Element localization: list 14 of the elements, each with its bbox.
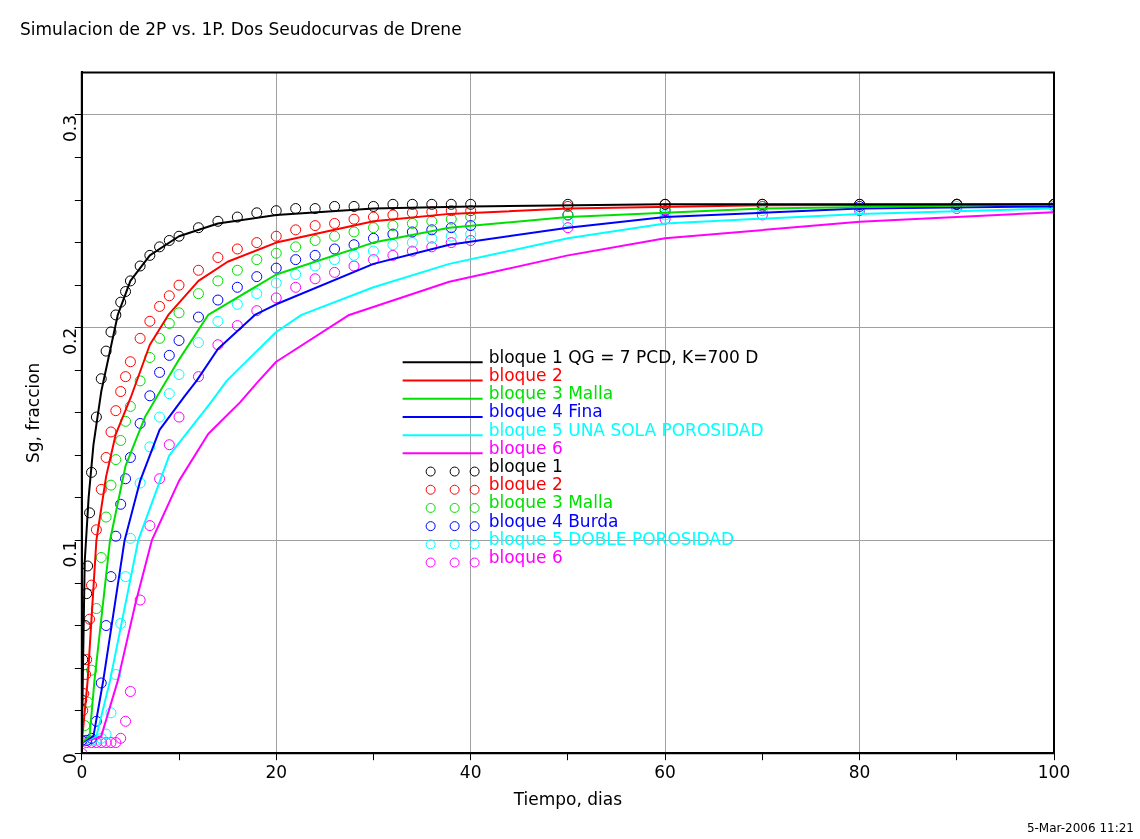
x-tick-label: 20 — [265, 761, 288, 782]
legend-label: bloque 1 QG = 7 PCD, K=700 D — [488, 346, 759, 367]
y-tick-label: 0 — [60, 753, 81, 765]
x-tick-label: 80 — [848, 761, 871, 782]
y-tick-label: 0.2 — [60, 327, 81, 355]
text: 5-Mar-2006 11:21 — [1026, 821, 1134, 836]
y-tick-label: 0.3 — [60, 114, 81, 142]
x-tick-label: 60 — [654, 761, 676, 782]
chart-title: Simulacion de 2P vs. 1P. Dos Seudocurvas de Drene — [20, 18, 462, 39]
x-tick-label: 100 — [1037, 761, 1071, 782]
y-axis-title: Sg, fraccion — [22, 362, 43, 463]
x-tick-label: 40 — [459, 761, 482, 782]
y-tick-label: 0.1 — [60, 540, 81, 568]
x-axis-title: Tiempo, dias — [512, 789, 623, 810]
